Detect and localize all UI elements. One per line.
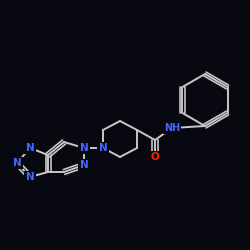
Text: N: N	[26, 172, 34, 182]
Text: N: N	[26, 143, 34, 153]
Text: N: N	[80, 143, 88, 153]
Text: N: N	[12, 158, 22, 168]
Text: N: N	[98, 143, 108, 153]
Text: NH: NH	[164, 123, 180, 133]
Text: N: N	[80, 160, 88, 170]
Text: O: O	[150, 152, 160, 162]
